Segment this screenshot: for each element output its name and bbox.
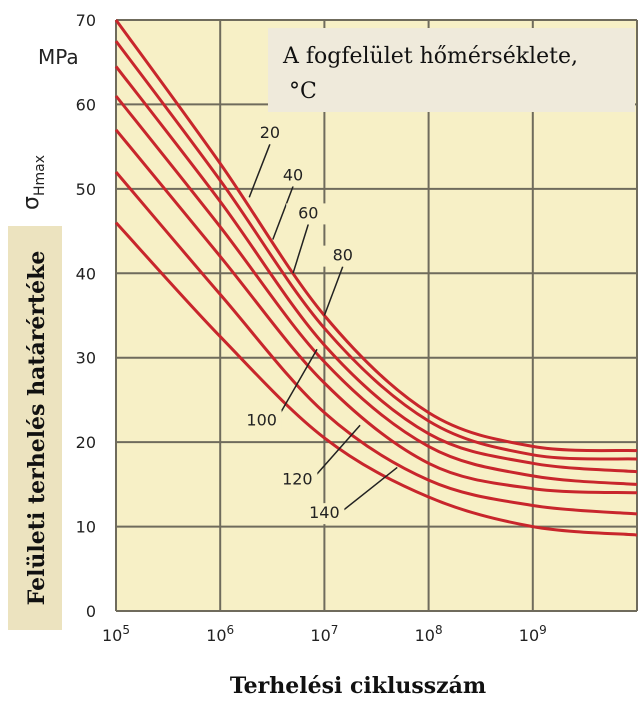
curve-label-leader (248, 143, 271, 198)
y-tick-label: 10 (76, 518, 96, 537)
curve-labels: 20 40 60 80 100 120 140 (239, 123, 398, 525)
y-tick-label: 70 (76, 11, 96, 30)
curve-label-background (302, 503, 345, 525)
curve-label-leader (337, 466, 398, 515)
series-line-20 (114, 19, 638, 453)
curve-label-background (320, 245, 363, 267)
y-tick-label: 60 (76, 95, 96, 114)
series-line-100 (114, 128, 638, 495)
curve-label: 140 (309, 503, 340, 522)
y-tick-label: 0 (86, 602, 96, 621)
x-tick-label: 108 (415, 623, 443, 645)
y-tick-label: 30 (76, 349, 96, 368)
plot-background (116, 20, 637, 611)
svg-text:σHmax: σHmax (19, 155, 48, 210)
curve-label: 100 (246, 410, 277, 429)
y-symbol-main: σ (19, 196, 44, 210)
curve-label: 40 (283, 165, 303, 184)
x-tick-label: 106 (206, 623, 234, 645)
curve-label: 20 (260, 123, 280, 142)
curve-label-background (271, 165, 314, 187)
y-tick-label: 40 (76, 264, 96, 283)
curve-label-leader (272, 186, 294, 240)
x-tick-label: 109 (519, 623, 547, 645)
series-line-60 (114, 65, 638, 474)
y-tick-label: 20 (76, 433, 96, 452)
curve-label-leader (323, 266, 344, 316)
curves (114, 19, 638, 537)
series-line-140 (114, 221, 638, 537)
ylabel-box (8, 226, 62, 630)
legend-title-box (268, 28, 635, 112)
x-tick-label: 105 (102, 623, 130, 645)
curve-label-leader (310, 424, 361, 481)
curve-label: 80 (333, 246, 353, 265)
curve-label-background (247, 123, 290, 145)
curve-label: 120 (282, 469, 313, 488)
curve-label-background (286, 203, 329, 225)
series-line-40 (114, 40, 638, 461)
series-line-80 (114, 95, 638, 486)
curve-label-background (275, 469, 318, 491)
x-tick-label: 107 (310, 623, 338, 645)
x-tick-labels: 105 106 107 108 109 (102, 623, 547, 645)
y-unit-label: MPa (38, 45, 79, 69)
curve-label-leader (275, 348, 318, 422)
curve-label-leader (292, 224, 309, 274)
y-symbol: σHmax (19, 155, 48, 210)
curve-label-background (239, 410, 282, 432)
legend-title-line2: °C (289, 79, 317, 104)
legend-title-line1: A fogfelület hőmérséklete, (282, 44, 578, 69)
x-axis-label: Terhelési ciklusszám (230, 673, 486, 699)
curve-label: 60 (298, 203, 318, 222)
y-axis-label: Felületi terhelés határértéke (24, 251, 50, 606)
y-tick-label: 50 (76, 180, 96, 199)
y-symbol-sub: Hmax (32, 155, 48, 196)
y-tick-labels: 0 10 20 30 40 50 60 70 (76, 11, 96, 621)
series-line-120 (114, 171, 638, 516)
